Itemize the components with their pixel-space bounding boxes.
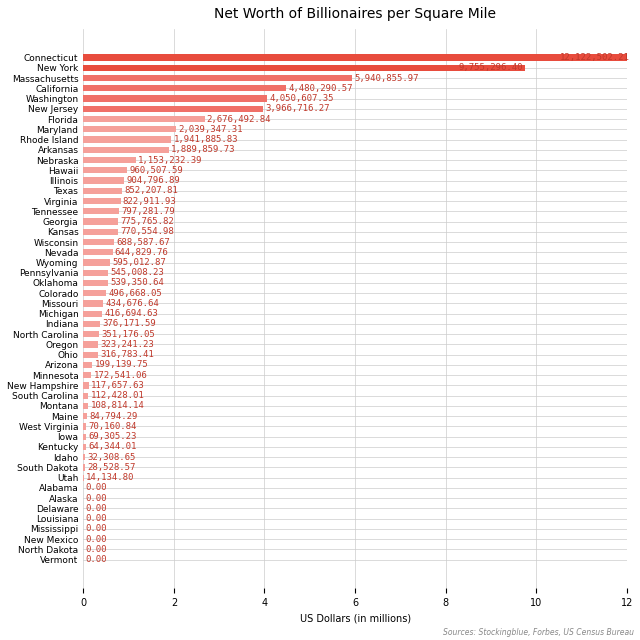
Bar bbox=[83, 218, 118, 225]
Bar bbox=[83, 157, 136, 163]
Title: Net Worth of Billionaires per Square Mile: Net Worth of Billionaires per Square Mil… bbox=[214, 7, 496, 21]
Bar bbox=[83, 116, 205, 122]
Text: 644,829.76: 644,829.76 bbox=[115, 248, 168, 257]
Text: 775,765.82: 775,765.82 bbox=[121, 217, 175, 226]
Bar bbox=[83, 167, 127, 173]
Text: 69,305.23: 69,305.23 bbox=[89, 432, 137, 441]
Text: 545,008.23: 545,008.23 bbox=[110, 268, 164, 277]
Bar bbox=[83, 280, 108, 286]
Bar bbox=[83, 126, 176, 132]
Text: 12,122,502.21: 12,122,502.21 bbox=[560, 53, 630, 62]
Text: 0.00: 0.00 bbox=[86, 555, 107, 564]
Bar bbox=[83, 300, 103, 307]
Text: 70,160.84: 70,160.84 bbox=[89, 422, 137, 431]
Text: 64,344.01: 64,344.01 bbox=[88, 442, 137, 451]
Bar bbox=[83, 147, 169, 153]
Bar bbox=[83, 413, 87, 419]
Text: 0.00: 0.00 bbox=[86, 514, 107, 523]
Bar bbox=[83, 106, 263, 112]
Text: 172,541.06: 172,541.06 bbox=[93, 371, 147, 380]
Text: 1,889,859.73: 1,889,859.73 bbox=[171, 145, 236, 154]
Text: 2,676,492.84: 2,676,492.84 bbox=[207, 115, 271, 124]
Text: 852,207.81: 852,207.81 bbox=[124, 186, 178, 195]
Text: 2,039,347.31: 2,039,347.31 bbox=[178, 125, 243, 134]
Bar bbox=[83, 465, 84, 470]
Text: 199,139.75: 199,139.75 bbox=[95, 360, 148, 369]
Text: 32,308.65: 32,308.65 bbox=[87, 452, 136, 461]
Text: 14,134.80: 14,134.80 bbox=[86, 473, 134, 482]
Bar bbox=[83, 351, 98, 358]
Bar bbox=[83, 136, 172, 143]
Text: 797,281.79: 797,281.79 bbox=[122, 207, 175, 216]
Text: 112,428.01: 112,428.01 bbox=[91, 391, 145, 400]
Text: 9,755,296.40: 9,755,296.40 bbox=[458, 63, 523, 72]
Text: 323,241.23: 323,241.23 bbox=[100, 340, 154, 349]
Bar bbox=[83, 177, 124, 184]
Text: 0.00: 0.00 bbox=[86, 534, 107, 544]
Text: 960,507.59: 960,507.59 bbox=[129, 166, 183, 175]
Bar bbox=[83, 188, 122, 194]
Text: 770,554.98: 770,554.98 bbox=[120, 227, 174, 236]
Text: 84,794.29: 84,794.29 bbox=[90, 412, 138, 420]
Text: 0.00: 0.00 bbox=[86, 483, 107, 492]
Text: 5,940,855.97: 5,940,855.97 bbox=[355, 74, 419, 83]
Bar bbox=[83, 65, 525, 71]
Bar bbox=[83, 198, 120, 204]
Bar bbox=[83, 444, 86, 450]
Text: 0.00: 0.00 bbox=[86, 504, 107, 513]
Text: 1,153,232.39: 1,153,232.39 bbox=[138, 156, 202, 164]
X-axis label: US Dollars (in millions): US Dollars (in millions) bbox=[300, 614, 411, 623]
Bar bbox=[83, 393, 88, 399]
Bar bbox=[83, 454, 84, 460]
Bar bbox=[83, 249, 113, 255]
Bar bbox=[83, 362, 92, 368]
Text: 595,012.87: 595,012.87 bbox=[113, 258, 166, 267]
Text: 539,350.64: 539,350.64 bbox=[110, 278, 164, 287]
Text: 822,911.93: 822,911.93 bbox=[123, 196, 177, 205]
Text: 904,796.89: 904,796.89 bbox=[127, 176, 180, 185]
Text: 1,941,885.83: 1,941,885.83 bbox=[173, 135, 238, 144]
Bar bbox=[83, 372, 91, 378]
Text: 688,587.67: 688,587.67 bbox=[116, 237, 170, 246]
Text: 0.00: 0.00 bbox=[86, 524, 107, 534]
Text: 0.00: 0.00 bbox=[86, 545, 107, 554]
Bar bbox=[83, 383, 88, 388]
Bar bbox=[83, 424, 86, 429]
Bar bbox=[83, 239, 115, 245]
Text: 416,694.63: 416,694.63 bbox=[104, 309, 158, 318]
Bar bbox=[83, 321, 100, 327]
Text: 28,528.57: 28,528.57 bbox=[87, 463, 135, 472]
Bar bbox=[83, 54, 632, 61]
Bar bbox=[83, 434, 86, 440]
Text: 0.00: 0.00 bbox=[86, 493, 107, 502]
Text: 3,966,716.27: 3,966,716.27 bbox=[265, 104, 330, 113]
Text: 434,676.64: 434,676.64 bbox=[105, 299, 159, 308]
Bar bbox=[83, 269, 108, 276]
Bar bbox=[83, 331, 99, 337]
Text: 376,171.59: 376,171.59 bbox=[102, 319, 156, 328]
Text: 316,783.41: 316,783.41 bbox=[100, 350, 154, 359]
Text: 351,176.05: 351,176.05 bbox=[102, 330, 156, 339]
Bar bbox=[83, 75, 353, 81]
Bar bbox=[83, 475, 84, 481]
Bar bbox=[83, 403, 88, 409]
Text: 117,657.63: 117,657.63 bbox=[91, 381, 145, 390]
Text: 108,814.14: 108,814.14 bbox=[90, 401, 144, 410]
Bar bbox=[83, 290, 106, 296]
Text: 4,050,607.35: 4,050,607.35 bbox=[269, 94, 333, 103]
Bar bbox=[83, 341, 98, 348]
Bar bbox=[83, 310, 102, 317]
Bar bbox=[83, 208, 120, 214]
Bar bbox=[83, 95, 267, 102]
Bar bbox=[83, 259, 110, 266]
Bar bbox=[83, 228, 118, 235]
Text: Sources: Stockingblue, Forbes, US Census Bureau: Sources: Stockingblue, Forbes, US Census… bbox=[443, 628, 634, 637]
Text: 496,668.05: 496,668.05 bbox=[108, 289, 162, 298]
Bar bbox=[83, 85, 286, 92]
Text: 4,480,290.57: 4,480,290.57 bbox=[289, 84, 353, 93]
